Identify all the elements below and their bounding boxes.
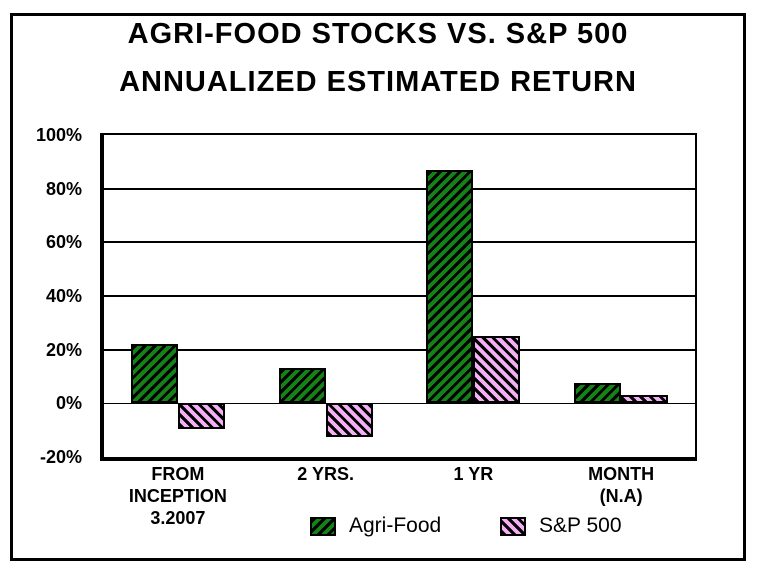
- y-axis-label-60: 60%: [45, 232, 82, 253]
- x-axis-label-line: (N.A): [599, 486, 643, 506]
- bar-s-p-500-2: [325, 403, 373, 437]
- gridline-0: [104, 402, 695, 404]
- x-axis-label-line: 3.2007: [150, 508, 206, 528]
- x-axis-label-line: 2 YRS.: [297, 464, 354, 484]
- chart-outer-border: [10, 13, 746, 561]
- x-axis-label-line: 1 YR: [453, 464, 494, 484]
- gridline-20: [104, 348, 695, 351]
- plot-area: [100, 133, 697, 461]
- x-axis-label-line: FROM: [151, 464, 205, 484]
- bar-agri-food-2: [278, 368, 326, 404]
- gridline-40: [104, 295, 695, 297]
- y-axis-label--20: -20%: [39, 447, 82, 467]
- gridline-60: [104, 241, 695, 244]
- y-axis-label-100: 100%: [35, 125, 82, 145]
- agri-food-legend-label: Agri-Food: [349, 514, 442, 537]
- chart-title-line-1: AGRI-FOOD STOCKS VS. S&P 500: [127, 18, 629, 50]
- x-axis-label-3: 1 YR: [393, 463, 553, 485]
- sp500-legend-swatch: [500, 516, 526, 536]
- legend-item-agri-food: Agri-Food: [310, 514, 441, 538]
- gridline-80: [104, 187, 695, 190]
- sp500-legend-label: S&P 500: [539, 514, 622, 537]
- bar-agri-food-3: [426, 169, 474, 404]
- y-axis-label-20: 20%: [45, 339, 82, 360]
- x-axis-label-4: MONTH (N.A): [541, 463, 701, 507]
- y-axis-label-80: 80%: [45, 178, 82, 199]
- x-axis-label-line: MONTH: [588, 464, 655, 484]
- x-axis-label-2: 2 YRS.: [246, 463, 406, 485]
- y-axis-label-40: 40%: [45, 286, 82, 306]
- bar-agri-food-4: [574, 383, 622, 404]
- bar-agri-food-1: [130, 344, 178, 404]
- y-axis-label-0: 0%: [55, 393, 82, 414]
- bar-s-p-500-4: [621, 395, 669, 404]
- x-axis-label-1: FROM INCEPTION 3.2007: [98, 463, 258, 529]
- x-axis-label-line: INCEPTION: [128, 486, 227, 506]
- bar-s-p-500-1: [177, 403, 225, 429]
- legend-item-sp500: S&P 500: [500, 514, 622, 538]
- bar-s-p-500-3: [473, 336, 521, 404]
- agri-food-legend-swatch: [310, 516, 336, 536]
- chart-title-line-2: ANNUALIZED ESTIMATED RETURN: [119, 66, 637, 98]
